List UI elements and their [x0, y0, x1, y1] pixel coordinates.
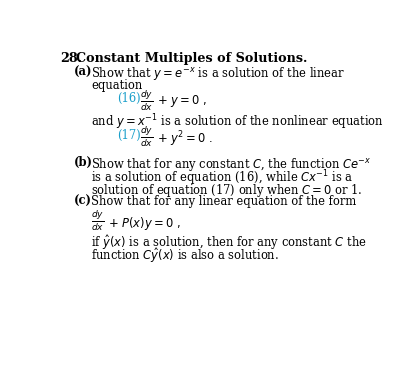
- Text: Show that $y = e^{-x}$ is a solution of the linear: Show that $y = e^{-x}$ is a solution of …: [91, 66, 346, 83]
- Text: Show that for any linear equation of the form: Show that for any linear equation of the…: [91, 195, 357, 208]
- Text: function $C\hat{y}(x)$ is also a solution.: function $C\hat{y}(x)$ is also a solutio…: [91, 246, 279, 265]
- Text: equation: equation: [91, 78, 142, 92]
- Text: $\frac{dy}{dx}$: $\frac{dy}{dx}$: [91, 209, 104, 233]
- Text: (c): (c): [74, 195, 92, 208]
- Text: $+ \ y^{2} = 0 \ .$: $+ \ y^{2} = 0 \ .$: [157, 129, 213, 149]
- Text: $\frac{dy}{dx}$: $\frac{dy}{dx}$: [140, 125, 153, 149]
- Text: (a): (a): [74, 66, 93, 78]
- Text: Show that for any constant $C$, the function $Ce^{-x}$: Show that for any constant $C$, the func…: [91, 156, 372, 172]
- Text: $\frac{dy}{dx}$: $\frac{dy}{dx}$: [140, 89, 153, 113]
- Text: (b): (b): [74, 156, 93, 169]
- Text: $+ \ y = 0 \ ,$: $+ \ y = 0 \ ,$: [157, 93, 207, 109]
- Text: if $\hat{y}(x)$ is a solution, then for any constant $C$ the: if $\hat{y}(x)$ is a solution, then for …: [91, 233, 367, 252]
- Text: (17): (17): [117, 128, 141, 142]
- Text: solution of equation (17) only when $C = 0$ or 1.: solution of equation (17) only when $C =…: [91, 182, 363, 199]
- Text: is a solution of equation (16), while $Cx^{-1}$ is a: is a solution of equation (16), while $C…: [91, 169, 354, 188]
- Text: $+ \ P(x)y = 0 \ ,$: $+ \ P(x)y = 0 \ ,$: [109, 215, 181, 232]
- Text: and $y = x^{-1}$ is a solution of the nonlinear equation: and $y = x^{-1}$ is a solution of the no…: [91, 113, 384, 132]
- Text: (16): (16): [117, 92, 140, 105]
- Text: Constant Multiples of Solutions.: Constant Multiples of Solutions.: [76, 52, 307, 65]
- Text: 28.: 28.: [60, 52, 82, 65]
